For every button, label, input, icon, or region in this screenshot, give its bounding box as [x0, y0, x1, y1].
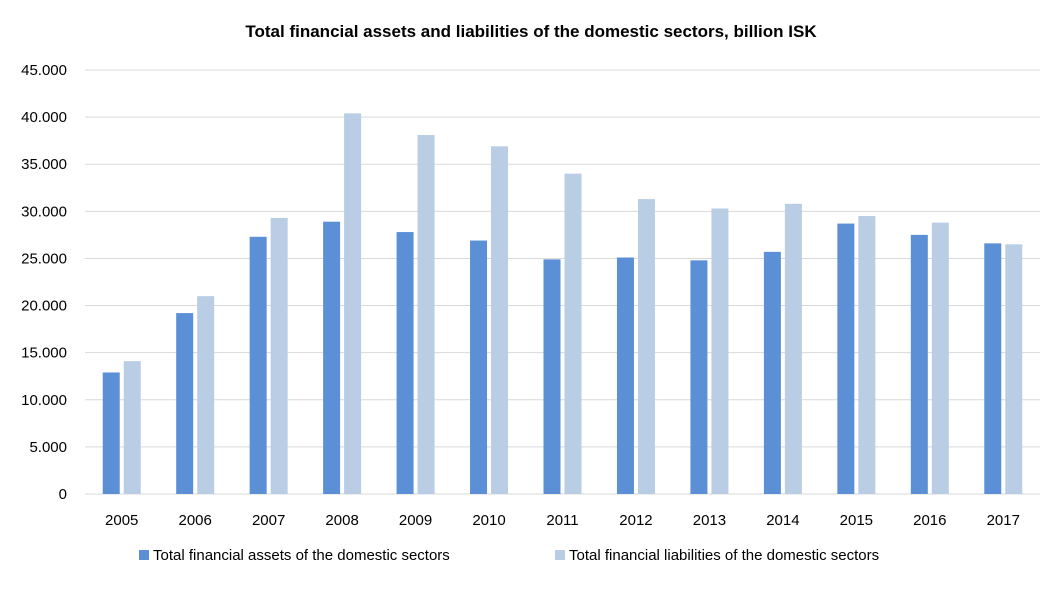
bar-liabilities	[784, 203, 802, 494]
legend-swatch	[555, 550, 565, 560]
bars	[102, 113, 1023, 495]
y-axis: 0 5.000 10.000 15.000 20.000 25.000 30.000 35.0…	[21, 62, 67, 503]
x-tick-label: 2017	[987, 512, 1020, 529]
bar-assets	[543, 259, 561, 494]
bar-assets	[616, 257, 634, 494]
bar-assets	[837, 223, 855, 495]
bar-assets	[102, 372, 120, 494]
x-tick-label: 2005	[105, 512, 138, 529]
x-tick-label: 2013	[693, 512, 726, 529]
legend: Total financial assets of the domestic s…	[139, 547, 879, 564]
x-tick-label: 2015	[840, 512, 873, 529]
bar-assets	[690, 260, 708, 494]
y-tick-label: 45.000	[21, 62, 67, 79]
bar-assets	[176, 313, 194, 494]
y-tick-label: 25.000	[21, 250, 67, 267]
bar-liabilities	[637, 199, 655, 494]
y-tick-label: 15.000	[21, 345, 67, 362]
x-tick-label: 2012	[619, 512, 652, 529]
bar-liabilities	[1005, 244, 1023, 494]
x-tick-label: 2007	[252, 512, 285, 529]
x-tick-label: 2008	[325, 512, 358, 529]
bar-assets	[249, 236, 267, 495]
x-tick-label: 2011	[546, 512, 578, 529]
bar-liabilities	[931, 222, 949, 494]
y-tick-label: 30.000	[21, 203, 67, 220]
y-tick-label: 5.000	[29, 439, 67, 456]
bar-assets	[984, 243, 1002, 494]
bar-assets	[910, 234, 928, 494]
x-tick-label: 2006	[179, 512, 212, 529]
bar-liabilities	[270, 217, 288, 494]
legend-label: Total financial assets of the domestic s…	[153, 547, 450, 564]
y-tick-label: 0	[59, 486, 67, 503]
bar-liabilities	[564, 173, 582, 494]
x-tick-label: 2010	[472, 512, 505, 529]
x-tick-label: 2016	[913, 512, 946, 529]
chart-title: Total financial assets and liabilities o…	[245, 22, 817, 41]
bar-assets	[323, 221, 341, 494]
y-tick-label: 40.000	[21, 109, 67, 126]
x-axis: 2005 2006 2007 2008 2009 2010 2011 2012 2013 2014…	[105, 512, 1020, 529]
legend-swatch	[139, 550, 149, 560]
bar-liabilities	[711, 208, 729, 495]
bar-liabilities	[197, 296, 215, 494]
bar-assets	[470, 240, 488, 494]
bar-assets	[396, 232, 414, 494]
legend-label: Total financial liabilities of the domes…	[569, 547, 879, 564]
x-tick-label: 2009	[399, 512, 432, 529]
bar-liabilities	[417, 135, 435, 494]
y-tick-label: 20.000	[21, 298, 67, 315]
y-tick-label: 35.000	[21, 156, 67, 173]
bar-liabilities	[123, 361, 141, 494]
x-tick-label: 2014	[766, 512, 799, 529]
bar-liabilities	[491, 146, 509, 494]
bar-liabilities	[858, 216, 876, 495]
bar-liabilities	[344, 113, 362, 494]
gridlines	[85, 69, 1040, 495]
bar-assets	[763, 251, 781, 494]
y-tick-label: 10.000	[21, 392, 67, 409]
